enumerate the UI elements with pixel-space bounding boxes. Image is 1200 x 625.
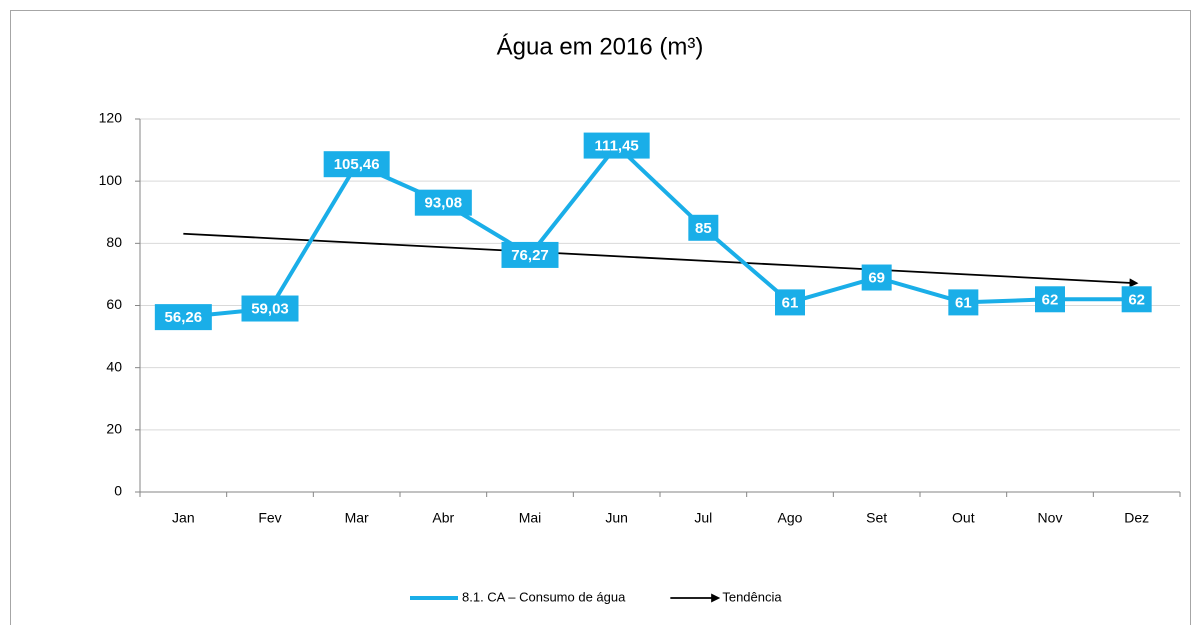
x-tick-label: Mar xyxy=(345,510,369,526)
data-label: 105,46 xyxy=(334,156,380,173)
x-tick-label: Jun xyxy=(605,510,628,526)
y-tick-label: 80 xyxy=(106,234,122,250)
data-label: 111,45 xyxy=(595,138,639,155)
data-label: 61 xyxy=(955,294,972,311)
data-label: 62 xyxy=(1042,291,1059,308)
data-label-box xyxy=(583,132,650,159)
chart-title: Água em 2016 (m³) xyxy=(497,33,704,60)
data-label: 85 xyxy=(695,220,712,237)
x-tick-label: Mai xyxy=(519,510,542,526)
y-tick-label: 100 xyxy=(99,172,123,188)
y-tick-label: 40 xyxy=(106,358,122,374)
data-label: 61 xyxy=(782,294,799,311)
data-label-box xyxy=(1035,286,1065,313)
x-tick-label: Jul xyxy=(694,510,712,526)
data-label-box xyxy=(323,151,390,178)
data-label: 62 xyxy=(1128,291,1145,308)
x-tick-label: Nov xyxy=(1038,510,1063,526)
legend-label: Tendência xyxy=(722,589,782,604)
data-label-box xyxy=(1121,286,1152,313)
data-label-box xyxy=(948,289,979,316)
x-tick-label: Ago xyxy=(778,510,803,526)
data-label: 93,08 xyxy=(425,195,463,212)
data-label: 76,27 xyxy=(511,247,549,264)
x-tick-label: Abr xyxy=(432,510,454,526)
data-label-box xyxy=(688,214,719,241)
data-label-box xyxy=(241,295,299,322)
x-tick-label: Out xyxy=(952,510,975,526)
legend-label: 8.1. CA – Consumo de água xyxy=(462,589,626,604)
data-label: 69 xyxy=(868,269,885,286)
x-tick-label: Set xyxy=(866,510,887,526)
data-label-box xyxy=(501,241,559,268)
y-tick-label: 120 xyxy=(99,110,123,126)
trend-line xyxy=(183,232,1139,288)
y-tick-label: 20 xyxy=(106,421,122,437)
x-tick-label: Jan xyxy=(172,510,195,526)
data-label-box xyxy=(154,304,212,331)
x-tick-label: Fev xyxy=(258,510,281,526)
y-tick-label: 60 xyxy=(106,296,122,312)
data-label-box xyxy=(775,289,805,316)
data-label: 56,26 xyxy=(165,309,203,326)
data-label: 59,03 xyxy=(251,300,289,317)
data-label-box xyxy=(861,264,892,291)
data-label-box xyxy=(414,189,472,216)
x-tick-label: Dez xyxy=(1124,510,1149,526)
y-tick-label: 0 xyxy=(114,483,122,499)
